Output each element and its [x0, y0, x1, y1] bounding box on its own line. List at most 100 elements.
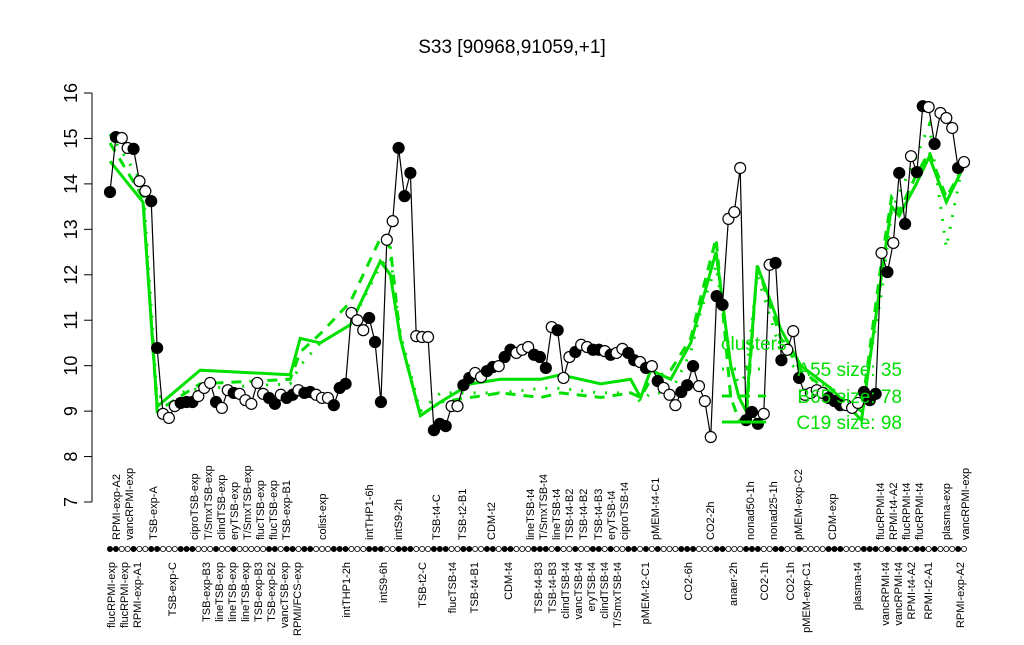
- legend-label-a55: A55 size: 35: [797, 360, 902, 381]
- rug-point: [849, 546, 856, 553]
- data-point: [734, 161, 747, 175]
- data-point: [940, 111, 953, 125]
- data-point: [887, 236, 900, 250]
- rug-point: [566, 546, 573, 553]
- data-point: [681, 379, 694, 392]
- x-label-bottom: vancRPMI-t4: [880, 562, 892, 626]
- data-point: [439, 420, 452, 433]
- x-label-bottom: T/SmxTSB-t4: [612, 562, 624, 628]
- rug-point: [389, 546, 396, 553]
- data-point: [268, 397, 282, 410]
- rug-point: [654, 546, 661, 553]
- rug-point: [460, 546, 467, 553]
- rug-point: [878, 546, 885, 553]
- data-point: [357, 324, 370, 337]
- rug-point: [872, 546, 879, 553]
- rug-point: [784, 546, 791, 553]
- data-point: [557, 371, 570, 385]
- rug-point: [737, 546, 744, 553]
- rug-point: [595, 546, 602, 553]
- data-point: [910, 165, 923, 179]
- rug-point: [560, 546, 567, 553]
- rug-point: [277, 546, 284, 553]
- x-label-top: T/SmxTSB-exp: [203, 465, 215, 540]
- rug-point: [118, 546, 125, 553]
- rug-point: [548, 546, 555, 553]
- rug-point: [919, 546, 926, 553]
- rug-point: [130, 546, 137, 553]
- rug-point: [501, 546, 508, 553]
- data-point: [869, 387, 882, 400]
- x-label-bottom: lineTSB-exp: [227, 562, 239, 622]
- rug-point: [483, 546, 490, 553]
- data-point: [769, 256, 782, 270]
- x-label-bottom: flucRPMI-exp: [119, 562, 131, 628]
- rug-point: [660, 546, 667, 553]
- rug-point: [324, 546, 331, 553]
- rug-point: [301, 546, 308, 553]
- rug-point: [442, 546, 449, 553]
- rug-point: [690, 546, 697, 553]
- data-point: [745, 405, 759, 419]
- rug-point: [913, 546, 920, 553]
- rug-point: [430, 546, 437, 553]
- rug-point: [124, 546, 131, 553]
- x-label-bottom: RPMI-t2-A1: [923, 562, 935, 619]
- y-tick-label: 14: [61, 174, 81, 194]
- y-tick-label: 11: [61, 311, 81, 330]
- rug-point: [536, 546, 543, 553]
- rug-point: [572, 546, 579, 553]
- x-label-top: lineTSB-t4: [551, 489, 563, 540]
- y-tick-label: 9: [61, 406, 81, 416]
- data-point: [775, 354, 788, 367]
- x-label-top: flucTSB-exp: [268, 480, 280, 540]
- rug-point: [648, 546, 655, 553]
- data-point: [327, 399, 340, 412]
- rug-point: [342, 546, 349, 553]
- chart-title: S33 [90968,91059,+1]: [418, 37, 606, 58]
- x-label-top: TSB-t2-B1: [457, 489, 469, 540]
- rug-point: [319, 546, 326, 553]
- rug-point: [495, 546, 502, 553]
- x-label-top: colist-exp: [317, 494, 329, 540]
- x-label-bottom: TSB-exp-B3: [253, 562, 265, 622]
- x-label-top: RPMI-t4-A2: [888, 483, 900, 540]
- rug-point: [213, 546, 220, 553]
- rug-point: [171, 546, 178, 553]
- data-point: [669, 399, 682, 412]
- rug-point: [248, 546, 255, 553]
- data-point: [451, 400, 464, 413]
- data-point: [716, 298, 729, 311]
- x-label-top: nonad25-1h: [768, 481, 780, 540]
- x-label-bottom: intS9-6h: [378, 562, 390, 603]
- rug-point: [642, 546, 649, 553]
- x-label-bottom: CO2-1h: [785, 562, 797, 601]
- rug-point: [260, 546, 267, 553]
- x-label-bottom: RPMI-t4-A2: [906, 562, 918, 619]
- x-label-top: CDM-exp: [827, 494, 839, 540]
- legend-label-c19: C19 size: 98: [796, 413, 902, 434]
- rug-point: [454, 546, 461, 553]
- data-point: [404, 166, 417, 180]
- data-point: [421, 330, 435, 344]
- rug-point: [201, 546, 208, 553]
- x-label-bottom: pMEM-exp-C1: [801, 562, 813, 633]
- data-point: [698, 395, 711, 408]
- x-label-bottom: eryTSB-t4: [586, 562, 598, 612]
- data-point: [857, 385, 870, 399]
- x-label-top: flucRPMI-t4: [875, 483, 887, 540]
- cluster-line-c19: [108, 152, 966, 424]
- x-label-bottom: TSB-t2-C: [417, 562, 429, 608]
- rug-point: [448, 546, 455, 553]
- x-label-bottom: pMEM-t2-C1: [640, 562, 652, 624]
- rug-point: [401, 546, 408, 553]
- rug-point: [354, 546, 361, 553]
- rug-point: [666, 546, 673, 553]
- x-label-top: T/SmxTSB-exp: [242, 465, 254, 540]
- rug-point: [625, 546, 632, 553]
- x-label-top: RPMI-exp-A2: [111, 474, 123, 540]
- rug-point: [801, 546, 808, 553]
- data-point: [127, 142, 140, 155]
- data-point: [103, 185, 117, 199]
- rug-point: [112, 546, 119, 553]
